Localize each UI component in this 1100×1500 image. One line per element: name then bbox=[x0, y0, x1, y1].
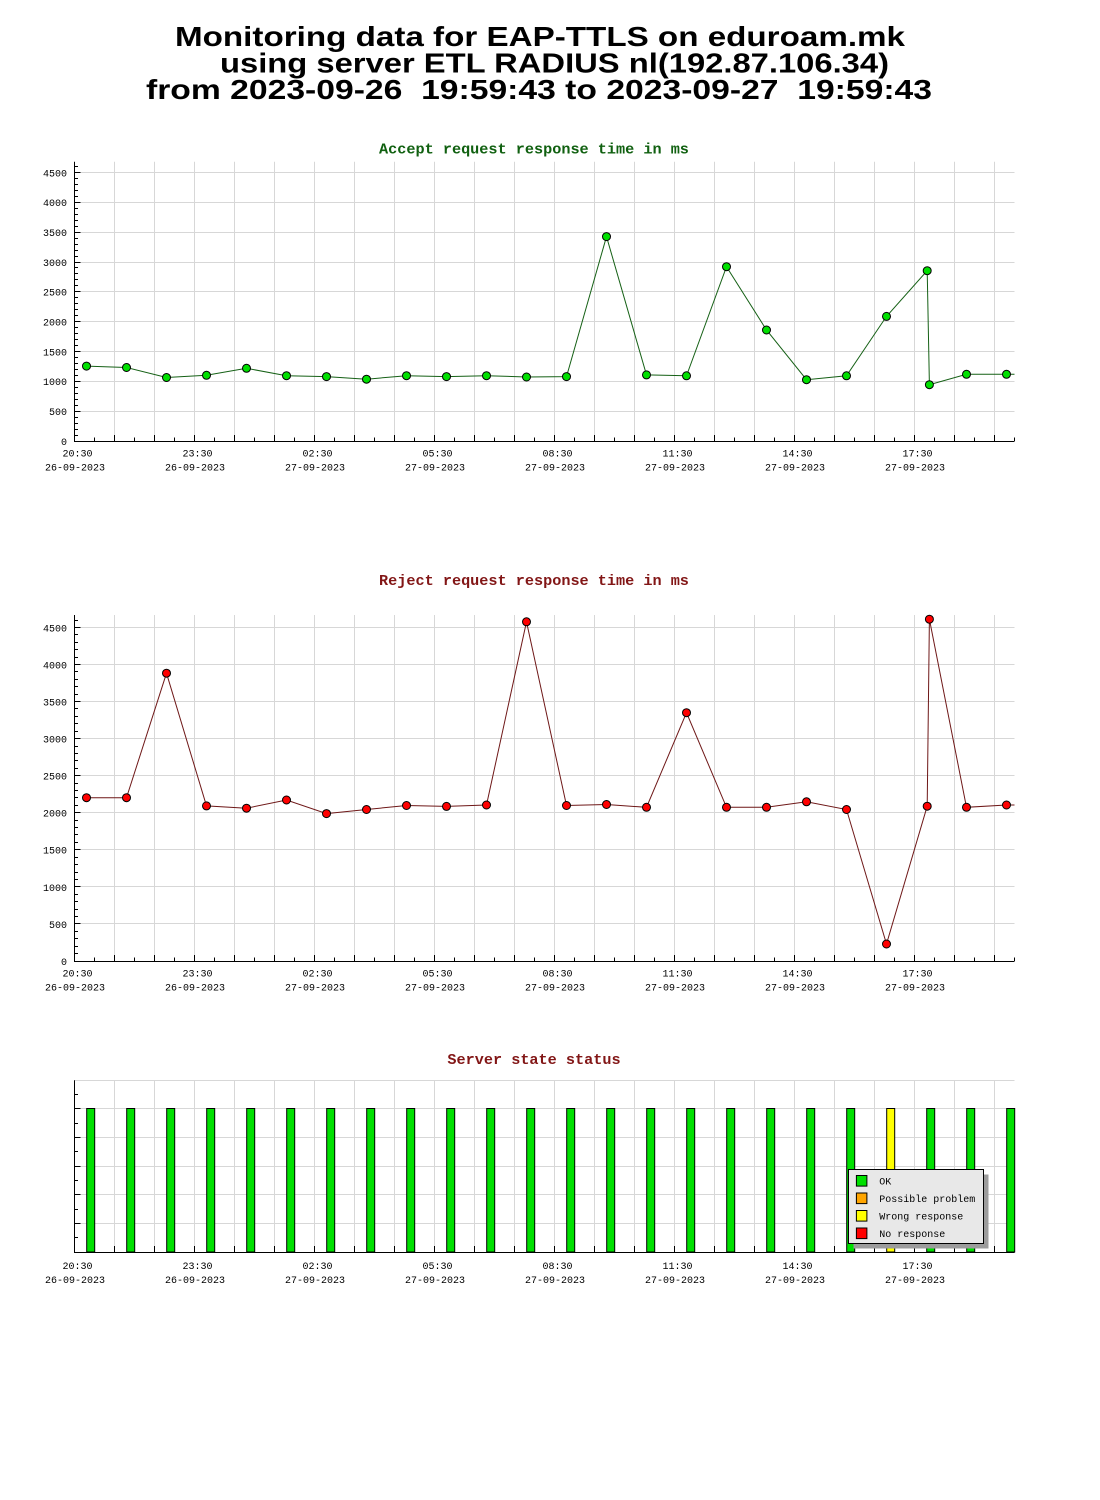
svg-text:14:30: 14:30 bbox=[782, 450, 812, 461]
svg-text:2000: 2000 bbox=[43, 319, 67, 330]
svg-text:27-09-2023: 27-09-2023 bbox=[645, 984, 705, 995]
svg-text:17:30: 17:30 bbox=[902, 450, 932, 461]
svg-text:27-09-2023: 27-09-2023 bbox=[285, 464, 345, 475]
svg-text:27-09-2023: 27-09-2023 bbox=[285, 1276, 345, 1287]
svg-text:500: 500 bbox=[49, 408, 67, 419]
svg-text:4000: 4000 bbox=[43, 199, 67, 210]
svg-text:3500: 3500 bbox=[43, 699, 67, 710]
svg-text:OK: OK bbox=[879, 1177, 891, 1188]
svg-text:26-09-2023: 26-09-2023 bbox=[45, 464, 105, 475]
svg-text:2000: 2000 bbox=[43, 810, 67, 821]
svg-text:27-09-2023: 27-09-2023 bbox=[885, 1276, 945, 1287]
svg-text:0: 0 bbox=[61, 438, 67, 449]
svg-text:14:30: 14:30 bbox=[782, 1262, 812, 1273]
svg-text:27-09-2023: 27-09-2023 bbox=[885, 464, 945, 475]
svg-text:3000: 3000 bbox=[43, 736, 67, 747]
svg-text:0: 0 bbox=[61, 958, 67, 969]
svg-text:1500: 1500 bbox=[43, 348, 67, 359]
svg-text:26-09-2023: 26-09-2023 bbox=[165, 1276, 225, 1287]
svg-text:20:30: 20:30 bbox=[62, 970, 92, 981]
svg-text:27-09-2023: 27-09-2023 bbox=[405, 464, 465, 475]
svg-text:500: 500 bbox=[49, 921, 67, 932]
svg-text:No response: No response bbox=[879, 1230, 945, 1241]
svg-text:26-09-2023: 26-09-2023 bbox=[165, 464, 225, 475]
svg-text:Reject request response time i: Reject request response time in ms bbox=[379, 572, 689, 590]
svg-text:Monitoring data for EAP-TTLS o: Monitoring data for EAP-TTLS on eduroam.… bbox=[175, 21, 906, 52]
svg-text:27-09-2023: 27-09-2023 bbox=[405, 984, 465, 995]
svg-text:27-09-2023: 27-09-2023 bbox=[525, 1276, 585, 1287]
svg-text:3000: 3000 bbox=[43, 259, 67, 270]
svg-text:05:30: 05:30 bbox=[422, 1262, 452, 1273]
svg-text:26-09-2023: 26-09-2023 bbox=[45, 984, 105, 995]
svg-text:23:30: 23:30 bbox=[182, 970, 212, 981]
svg-text:2500: 2500 bbox=[43, 773, 67, 784]
svg-text:05:30: 05:30 bbox=[422, 450, 452, 461]
svg-text:27-09-2023: 27-09-2023 bbox=[525, 984, 585, 995]
svg-text:20:30: 20:30 bbox=[62, 450, 92, 461]
svg-text:27-09-2023: 27-09-2023 bbox=[645, 1276, 705, 1287]
svg-text:1000: 1000 bbox=[43, 378, 67, 389]
svg-text:Accept request response time i: Accept request response time in ms bbox=[379, 140, 689, 158]
svg-text:11:30: 11:30 bbox=[662, 450, 692, 461]
svg-text:02:30: 02:30 bbox=[302, 450, 332, 461]
svg-text:08:30: 08:30 bbox=[542, 970, 572, 981]
svg-text:14:30: 14:30 bbox=[782, 970, 812, 981]
svg-text:Wrong response: Wrong response bbox=[879, 1212, 963, 1223]
svg-text:17:30: 17:30 bbox=[902, 1262, 932, 1273]
svg-text:4500: 4500 bbox=[43, 169, 67, 180]
svg-text:20:30: 20:30 bbox=[62, 1262, 92, 1273]
svg-text:05:30: 05:30 bbox=[422, 970, 452, 981]
svg-text:Possible problem: Possible problem bbox=[879, 1194, 975, 1206]
svg-text:using server ETL RADIUS nl(192: using server ETL RADIUS nl(192.87.106.34… bbox=[220, 48, 889, 79]
svg-text:27-09-2023: 27-09-2023 bbox=[765, 464, 825, 475]
svg-text:4500: 4500 bbox=[43, 624, 67, 635]
svg-text:2500: 2500 bbox=[43, 289, 67, 300]
svg-text:08:30: 08:30 bbox=[542, 1262, 572, 1273]
svg-text:27-09-2023: 27-09-2023 bbox=[525, 464, 585, 475]
svg-text:4000: 4000 bbox=[43, 661, 67, 672]
svg-text:27-09-2023: 27-09-2023 bbox=[765, 984, 825, 995]
svg-text:27-09-2023: 27-09-2023 bbox=[285, 984, 345, 995]
svg-text:23:30: 23:30 bbox=[182, 450, 212, 461]
svg-text:23:30: 23:30 bbox=[182, 1262, 212, 1273]
svg-text:1000: 1000 bbox=[43, 884, 67, 895]
svg-text:11:30: 11:30 bbox=[662, 970, 692, 981]
svg-text:26-09-2023: 26-09-2023 bbox=[165, 984, 225, 995]
svg-text:11:30: 11:30 bbox=[662, 1262, 692, 1273]
svg-text:27-09-2023: 27-09-2023 bbox=[765, 1276, 825, 1287]
svg-text:1500: 1500 bbox=[43, 847, 67, 858]
svg-text:27-09-2023: 27-09-2023 bbox=[645, 464, 705, 475]
svg-text:27-09-2023: 27-09-2023 bbox=[885, 984, 945, 995]
svg-text:08:30: 08:30 bbox=[542, 450, 572, 461]
svg-text:Server state status: Server state status bbox=[447, 1051, 620, 1069]
svg-text:3500: 3500 bbox=[43, 229, 67, 240]
svg-text:02:30: 02:30 bbox=[302, 1262, 332, 1273]
svg-text:17:30: 17:30 bbox=[902, 970, 932, 981]
svg-text:26-09-2023: 26-09-2023 bbox=[45, 1276, 105, 1287]
svg-text:27-09-2023: 27-09-2023 bbox=[405, 1276, 465, 1287]
svg-text:from 2023-09-26 19:59:43 to 2: from 2023-09-26 19:59:43 to 2023-09-27 1… bbox=[146, 74, 932, 105]
svg-text:02:30: 02:30 bbox=[302, 970, 332, 981]
